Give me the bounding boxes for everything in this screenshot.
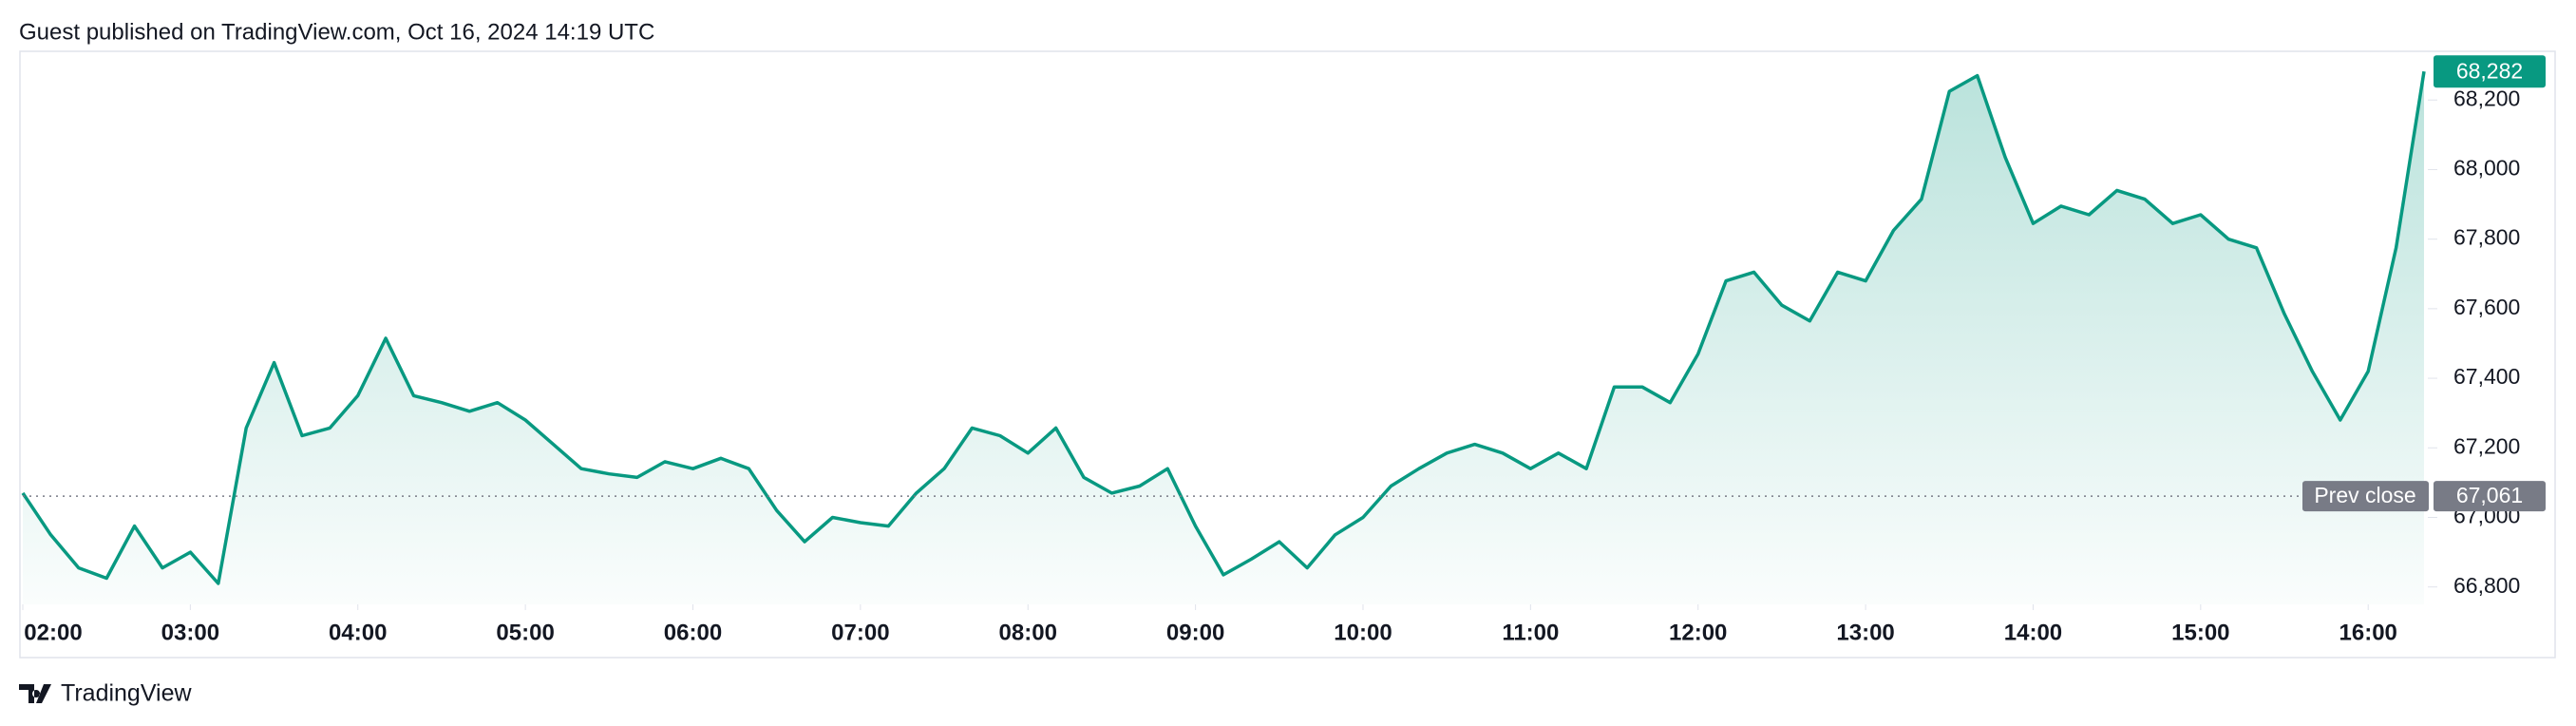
- y-tick-label: 66,800: [2453, 573, 2520, 598]
- last-price: 68,282: [2456, 58, 2523, 83]
- prev-close-tag: [2302, 481, 2429, 512]
- logo-icon: [19, 684, 51, 703]
- x-tick-label: 03:00: [161, 620, 219, 645]
- logo: TradingView: [19, 680, 193, 707]
- x-tick-label: 12:00: [1669, 620, 1727, 645]
- x-tick-label: 14:00: [2004, 620, 2062, 645]
- y-tick-label: 68,000: [2453, 156, 2520, 181]
- x-tick-label: 07:00: [831, 620, 889, 645]
- x-tick-label: 11:00: [1502, 620, 1559, 645]
- plot: 66,80067,00067,20067,40067,60067,80068,0…: [21, 55, 2546, 645]
- y-tick-label: 67,400: [2453, 364, 2520, 389]
- price-line: [21, 70, 2426, 585]
- y-tick-label: 67,600: [2453, 295, 2520, 319]
- y-tick-label: 67,800: [2453, 225, 2520, 250]
- x-tick-label: 02:00: [24, 620, 82, 645]
- x-tick-label: 05:00: [496, 620, 554, 645]
- x-tick-label: 10:00: [1334, 620, 1392, 645]
- x-tick-label: 08:00: [999, 620, 1057, 645]
- prev-close-value: 67,061: [2456, 483, 2523, 507]
- brand: TradingView: [61, 680, 193, 707]
- x-tick-label: 06:00: [664, 620, 722, 645]
- chart-frame: [19, 50, 2556, 659]
- y-tick-label: 68,200: [2453, 86, 2520, 110]
- last-price-tag: [2434, 55, 2546, 88]
- header-text: Guest published on TradingView.com, Oct …: [19, 19, 654, 45]
- x-tick-label: 13:00: [1836, 620, 1894, 645]
- x-tick-label: 15:00: [2171, 620, 2229, 645]
- prev-close-value-tag: [2434, 481, 2546, 512]
- x-tick-label: 16:00: [2339, 620, 2397, 645]
- prev-close-name: Prev close: [2314, 483, 2415, 507]
- x-tick-label: 09:00: [1166, 620, 1224, 645]
- x-tick-label: 04:00: [329, 620, 387, 645]
- y-tick-label: 67,200: [2453, 433, 2520, 458]
- area: [23, 71, 2424, 604]
